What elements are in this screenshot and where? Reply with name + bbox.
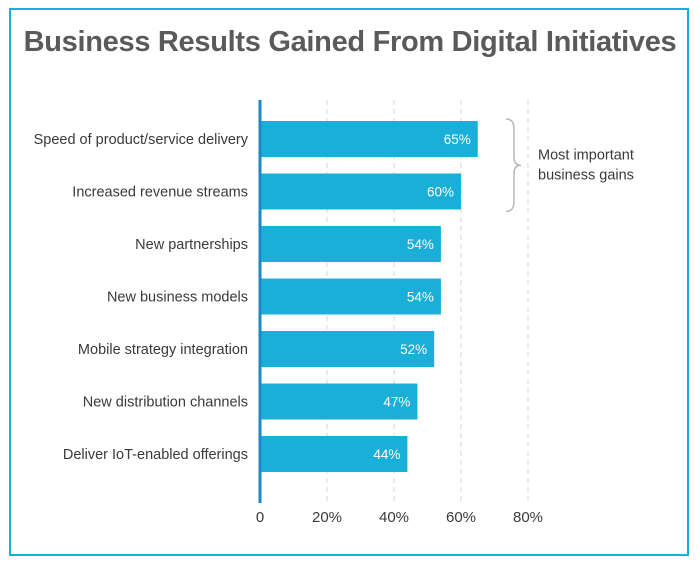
chart-title: Business Results Gained From Digital Ini… [23,26,677,58]
category-label: New partnerships [135,237,248,253]
x-tick-label: 0 [256,509,264,526]
annotation-text: Most important [538,147,634,163]
bar [260,121,478,157]
category-label: Increased revenue streams [72,185,248,201]
bar-value-label: 60% [427,185,454,200]
bar-value-label: 47% [383,395,410,410]
bar [260,383,418,420]
bar [260,173,461,210]
x-tick-label: 40% [379,509,409,526]
category-label: Mobile strategy integration [78,342,248,358]
bar [260,226,441,262]
bar [260,436,408,472]
x-tick-label: 80% [513,509,543,526]
category-label: Deliver IoT-enabled offerings [63,447,248,463]
category-label: New distribution channels [83,395,248,411]
bar-value-label: 52% [400,342,427,357]
bar-value-label: 44% [373,447,400,462]
bar [260,331,435,367]
annotation-text: business gains [538,167,634,183]
category-label: New business models [107,290,248,306]
bar-value-label: 54% [407,237,434,252]
bar [260,278,441,315]
bar-value-label: 54% [407,290,434,305]
category-label: Speed of product/service delivery [34,132,249,148]
bar-value-label: 65% [444,132,471,147]
x-tick-label: 60% [446,509,476,526]
x-tick-label: 20% [312,509,342,526]
annotation-brace [505,118,522,213]
